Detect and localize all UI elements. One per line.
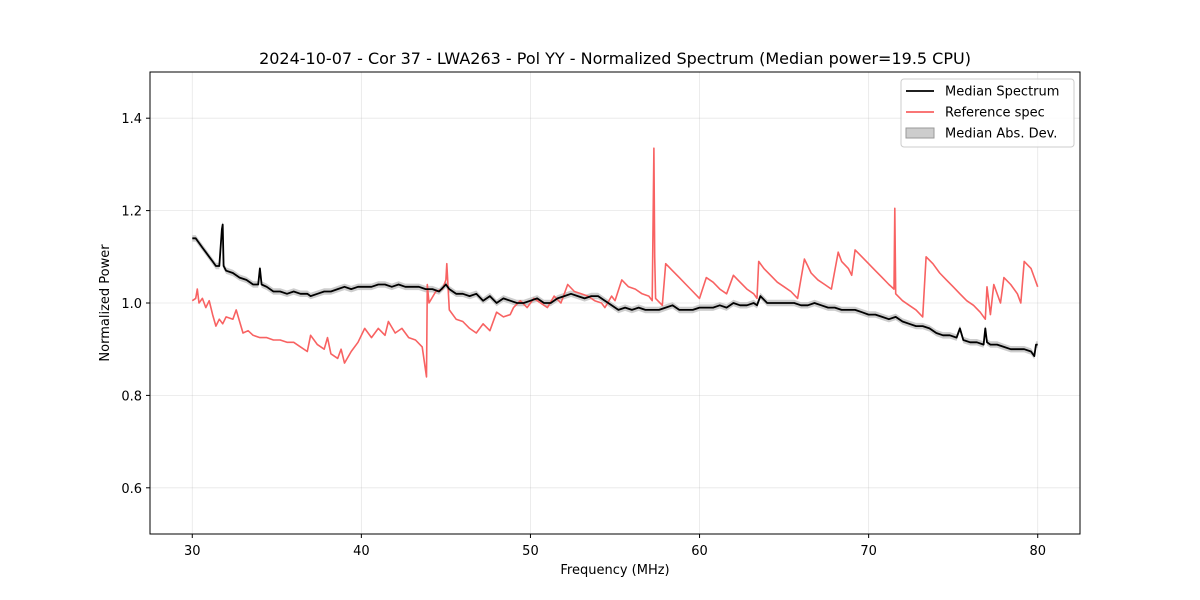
reference-spec-line: [191, 147, 1039, 378]
chart-title: 2024-10-07 - Cor 37 - LWA263 - Pol YY - …: [259, 49, 971, 68]
legend-label: Median Abs. Dev.: [945, 127, 1057, 142]
x-tick-label: 80: [1029, 544, 1046, 559]
x-tick-label: 30: [184, 544, 201, 559]
x-tick-label: 70: [860, 544, 877, 559]
y-tick-label: 1.0: [121, 297, 142, 312]
legend-swatch: [905, 127, 935, 139]
legend-box: [900, 78, 1075, 148]
y-tick-label: 1.2: [121, 205, 142, 220]
legend-label: Reference spec: [945, 106, 1045, 121]
y-tick-label: 1.4: [121, 112, 142, 127]
x-tick-label: 60: [691, 544, 708, 559]
legend-label: Median Spectrum: [945, 85, 1059, 100]
y-tick-label: 0.8: [121, 389, 142, 404]
series-layer: [191, 147, 1039, 378]
median-spectrum-line: [192, 223, 1038, 357]
x-axis-label: Frequency (MHz): [560, 563, 669, 578]
y-axis-ticks: 0.6 0.8 1.0 1.2 1.4: [121, 112, 150, 497]
x-tick-label: 40: [353, 544, 370, 559]
x-tick-label: 50: [522, 544, 539, 559]
y-axis-label: Normalized Power: [98, 244, 113, 362]
legend: Median Spectrum Reference spec Median Abs.…: [900, 78, 1075, 148]
y-tick-label: 0.6: [121, 482, 142, 497]
x-axis-ticks: 30 40 50 60 70 80: [184, 534, 1046, 559]
